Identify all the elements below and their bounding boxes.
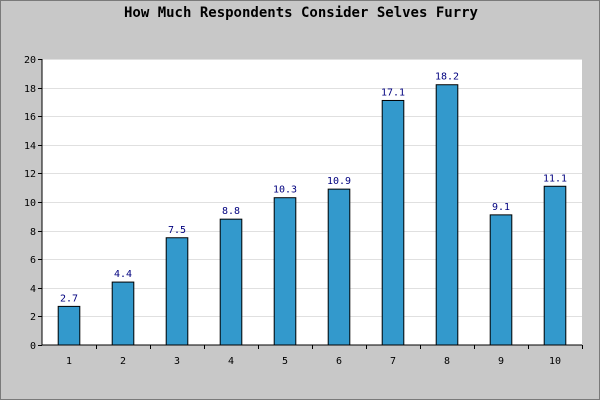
x-tick-label: 4 [228,356,234,367]
data-label: 17.1 [381,87,405,98]
y-tick-label: 16 [24,112,36,123]
data-label: 11.1 [543,173,567,184]
bar [489,214,513,346]
y-tick-label: 14 [24,141,36,152]
axes [38,59,583,349]
data-label: 7.5 [168,225,186,236]
x-tick-label: 1 [66,356,72,367]
x-tick-label: 10 [549,356,561,367]
x-tick-label: 9 [498,356,504,367]
bar [111,281,135,346]
data-label: 9.1 [492,202,510,213]
x-tick-label: 7 [390,356,396,367]
x-tick-label: 6 [336,356,342,367]
x-tick-label: 5 [282,356,288,367]
y-tick-label: 20 [24,55,36,66]
y-tick-label: 12 [24,169,36,180]
bar [327,188,351,346]
bar [543,185,567,346]
y-tick-label: 18 [24,84,36,95]
y-tick-label: 0 [30,341,36,352]
y-tick-label: 8 [30,227,36,238]
data-label: 10.9 [327,176,351,187]
labels: 0 2 4 6 8 10 12 14 16 18 20 2.7 1 4.4 2 7.5 3 8.8 4 10.3 5 10… [24,55,567,367]
y-tick-label: 6 [30,255,36,266]
bars [57,84,567,346]
bar [165,237,189,346]
data-label: 18.2 [435,72,459,83]
data-label: 8.8 [222,206,240,217]
y-tick-label: 10 [24,198,36,209]
chart-title: How Much Respondents Consider Selves Fur… [123,5,478,21]
y-tick-label: 4 [30,284,36,295]
bar [57,305,81,346]
data-label: 10.3 [273,185,297,196]
bar [435,84,459,346]
y-tick-label: 2 [30,312,36,323]
data-label: 2.7 [60,293,78,304]
data-label: 4.4 [114,269,132,280]
x-tick-label: 8 [444,356,450,367]
bar [273,197,297,346]
x-tick-label: 2 [120,356,126,367]
x-tick-label: 3 [174,356,180,367]
bar [381,99,405,346]
bar [219,218,243,346]
